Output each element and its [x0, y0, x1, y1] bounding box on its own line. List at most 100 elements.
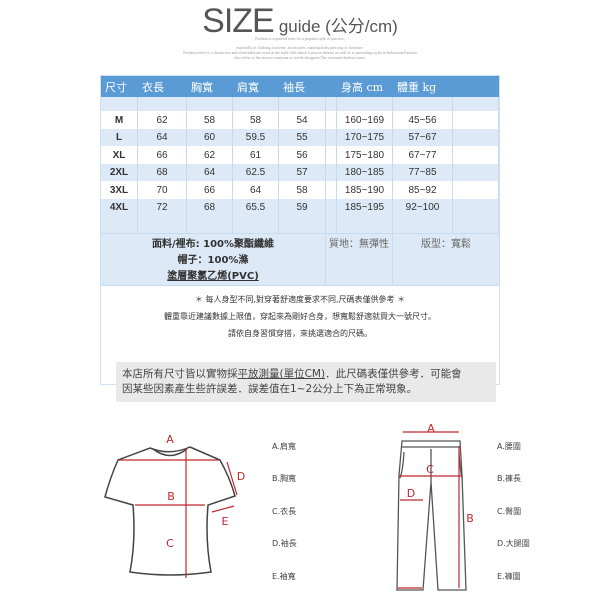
table-cell: 68: [187, 199, 233, 216]
table-cell: 64: [187, 164, 233, 181]
table-cell: [337, 216, 393, 233]
material-line: 面料/裡布: 100%聚酯纖維: [151, 239, 275, 250]
table-cell: [101, 97, 138, 111]
table-cell: 54: [279, 111, 326, 129]
table-cell: [326, 97, 337, 111]
shirt-legend-item: B.胸寬: [272, 474, 297, 483]
material-line: 帽子：100%滌: [177, 255, 249, 266]
table-cell: [453, 111, 499, 129]
shirt-marker-d: D: [237, 470, 245, 483]
table-cell: 170~175: [337, 129, 393, 146]
fine-print-1: Fashion is a general term for a popular …: [255, 36, 345, 41]
table-cell: [326, 146, 337, 164]
table-cell: 62: [187, 146, 233, 164]
shirt-marker-b: B: [167, 490, 175, 503]
table-row: 4XL 72 68 65.5 59 185~195 92~100: [101, 199, 499, 216]
table-cell: [326, 199, 337, 216]
shirt-marker-a: A: [166, 433, 174, 446]
table-cell: [337, 97, 393, 111]
table-cell: 70: [138, 181, 187, 199]
table-cell: 61: [233, 146, 279, 164]
fine-print-2: especially in clothing,footwear, accesso…: [236, 45, 364, 50]
table-blank-row: [101, 216, 499, 233]
table-cell: 尺寸: [105, 80, 127, 94]
table-cell: [279, 97, 326, 111]
table-row: 3XL 70 66 64 58 185~190 85~92: [101, 181, 499, 199]
pants-legend-item: D.大腿圍: [497, 539, 530, 548]
note-line: 體重靠近建議數據上限值，穿起來為剛好合身，想寬鬆舒適就買大一號尺寸。: [164, 312, 436, 321]
shirt-legend-item: E.袖寬: [272, 572, 296, 581]
material-line: 塗層聚氯乙烯(PVC): [167, 271, 259, 282]
measurement-arrows: [119, 431, 462, 589]
table-cell: 肩寬: [237, 80, 259, 94]
table-cell: 45~56: [393, 111, 453, 129]
table-cell: 180~185: [337, 164, 393, 181]
disclaimer-underlined: 平放測量(單位CM): [237, 368, 326, 380]
table-cell: [453, 181, 499, 199]
table-cell: 2XL: [101, 164, 138, 181]
table-cell: 衣長: [142, 80, 164, 94]
fabric-info: 面料/裡布: 100%聚酯纖維 帽子：100%滌 塗層聚氯乙烯(PVC) 質地：無彈性…: [101, 233, 499, 286]
table-cell: 77~85: [393, 164, 453, 181]
shirt-legend-item: C.衣長: [272, 507, 297, 516]
fit-info: 版型：寬鬆: [421, 239, 471, 250]
table-cell: [233, 216, 279, 233]
disclaimer-line2: 因某些因素產生些許誤差．誤差值在1~2公分上下為正常現象。: [122, 383, 418, 395]
table-row: L 64 60 59.5 55 170~175 57~67: [101, 129, 499, 146]
pants-legend-item: C.臀圍: [497, 507, 522, 516]
table-cell: [326, 164, 337, 181]
table-cell: 3XL: [101, 181, 138, 199]
pants-marker-c: C: [426, 463, 434, 476]
table-cell: 64: [138, 129, 187, 146]
table-cell: 袖長: [283, 80, 305, 94]
texture-info: 質地：無彈性: [326, 234, 393, 285]
table-cell: 62: [138, 111, 187, 129]
table-cell: [101, 216, 138, 233]
table-cell: 175~180: [337, 146, 393, 164]
material-info: 面料/裡布: 100%聚酯纖維 帽子：100%滌 塗層聚氯乙烯(PVC): [101, 234, 326, 285]
pants-marker-b: B: [466, 512, 474, 525]
page-title: SIZE guide (公分/cm): [0, 2, 600, 41]
shirt-marker-c: C: [166, 537, 174, 550]
table-cell: 160~169: [337, 111, 393, 129]
title-sub: guide (公分/cm): [278, 17, 398, 36]
table-blank-row: [101, 97, 499, 111]
table-header: 尺寸 衣長 胸寬 肩寬 袖長 身高 cm 體重 kg: [101, 76, 499, 97]
table-cell: [326, 181, 337, 199]
table-cell: 66: [187, 181, 233, 199]
tshirt-outline: [104, 446, 236, 576]
table-cell: 66: [138, 146, 187, 164]
table-cell: [393, 97, 453, 111]
table-cell: [279, 216, 326, 233]
table-cell: [453, 129, 499, 146]
table-cell: 58: [279, 181, 326, 199]
shirt-marker-e: E: [222, 515, 229, 528]
table-cell: 58: [187, 111, 233, 129]
note-line: ＊ 每人身型不同,對穿著舒適度要求不同,尺碼表僅供參考 ＊: [194, 295, 406, 304]
table-cell: [453, 199, 499, 216]
pants-outline: [396, 440, 467, 591]
table-cell: [138, 97, 187, 111]
title-main: SIZE: [202, 2, 275, 40]
table-cell: 67~77: [393, 146, 453, 164]
pants-marker-d: D: [407, 487, 415, 500]
disclaimer-text: 本店所有尺寸皆以實物採: [122, 368, 238, 380]
table-cell: 72: [138, 199, 187, 216]
table-cell: 4XL: [101, 199, 138, 216]
table-row: M 62 58 58 54 160~169 45~56: [101, 111, 499, 129]
pants-legend-item: E.褲圍: [497, 572, 521, 581]
table-cell: 57~67: [393, 129, 453, 146]
table-cell: [326, 216, 337, 233]
table-cell: 胸寬: [191, 80, 213, 94]
table-cell: 55: [279, 129, 326, 146]
table-cell: 64: [233, 181, 279, 199]
table-cell: 59: [279, 199, 326, 216]
table-cell: [453, 164, 499, 181]
table-cell: [453, 97, 499, 111]
size-table: 尺寸 衣長 胸寬 肩寬 袖長 身高 cm 體重 kg M 62 58 58 54 160~169 45~5…: [100, 75, 500, 385]
table-cell: 60: [187, 129, 233, 146]
table-cell: 57: [279, 164, 326, 181]
table-cell: [233, 97, 279, 111]
table-cell: 56: [279, 146, 326, 164]
